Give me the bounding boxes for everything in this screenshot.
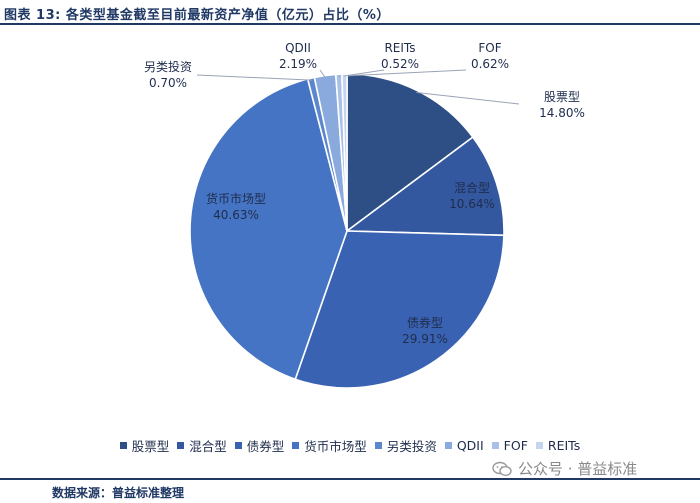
chart-title: 图表 13: 各类型基金截至目前最新资产净值（亿元）占比（%）: [4, 8, 390, 23]
leader-line-stock: [416, 92, 520, 105]
legend-item-reits: REITs: [535, 438, 581, 453]
legend-item-hybrid: 混合型: [177, 436, 227, 455]
slice-name-alternative: 另类投资: [144, 59, 192, 74]
watermark-text: 公众号 · 普益标准: [518, 460, 638, 478]
slice-name-reits: REITs: [384, 41, 415, 55]
legend-swatch: [292, 442, 300, 449]
legend-swatch: [491, 442, 499, 449]
slice-value-fof: 0.62%: [471, 57, 509, 71]
slice-value-money-market: 40.63%: [213, 208, 259, 222]
slice-name-fof: FOF: [478, 41, 501, 55]
legend-swatch: [444, 442, 452, 449]
top-divider: [0, 23, 700, 25]
leader-line-fof: [338, 69, 467, 77]
pie-slice-money-market: [189, 78, 348, 381]
slice-name-money-market: 货币市场型: [206, 191, 266, 206]
legend-label: 另类投资: [386, 439, 437, 454]
bottom-divider: [0, 478, 700, 480]
chart-legend: 股票型 混合型 债券型 货币市场型 另类投资 QDII FOF REITs: [0, 436, 700, 455]
pie-slice-hybrid: [344, 136, 505, 237]
slice-value-bond: 29.91%: [402, 332, 448, 346]
legend-label: FOF: [503, 438, 528, 453]
leader-line-reits: [344, 69, 385, 77]
slice-value-hybrid: 10.64%: [449, 197, 495, 211]
legend-item-stock: 股票型: [119, 436, 170, 455]
legend-swatch: [119, 442, 127, 449]
legend-label: REITs: [547, 438, 581, 453]
legend-label: 股票型: [131, 439, 170, 454]
title-bar: 图表 13: 各类型基金截至目前最新资产净值（亿元）占比（%）: [0, 0, 700, 24]
legend-swatch: [535, 442, 543, 449]
data-source: 数据来源：普益标准整理: [52, 486, 185, 500]
slice-name-stock: 股票型: [544, 90, 580, 104]
wechat-icon: [492, 461, 512, 476]
pie-chart: 股票型 14.80% 混合型 10.64% 债券型 29.91% 货币市场型 40.63% 另类…: [144, 41, 585, 389]
legend-label: 货币市场型: [304, 439, 367, 454]
slice-name-qdii: QDII: [285, 41, 311, 55]
legend-label: QDII: [456, 438, 484, 453]
legend-swatch: [374, 442, 382, 449]
legend-label: 债券型: [246, 439, 285, 454]
legend-item-bond: 债券型: [234, 436, 285, 455]
pie-slice-reits: [341, 73, 348, 232]
legend-item-fof: FOF: [491, 438, 528, 453]
slice-name-hybrid: 混合型: [454, 180, 490, 195]
leader-line-alternative: [196, 74, 312, 81]
legend-swatch: [177, 442, 185, 449]
slice-value-alternative: 0.70%: [149, 76, 187, 90]
legend-swatch: [234, 442, 242, 449]
legend-item-qdii: QDII: [444, 438, 484, 453]
leader-line-qdii: [319, 69, 326, 78]
slice-value-stock: 14.80%: [539, 106, 585, 120]
slice-value-qdii: 2.19%: [279, 57, 317, 71]
watermark: 公众号 · 普益标准: [492, 458, 637, 479]
slice-name-bond: 债券型: [407, 315, 443, 330]
slice-value-reits: 0.52%: [381, 57, 419, 71]
legend-label: 混合型: [189, 439, 227, 454]
legend-item-money-market: 货币市场型: [292, 436, 367, 455]
legend-item-alternative: 另类投资: [374, 436, 437, 455]
pie-slice-bond: [294, 230, 505, 389]
